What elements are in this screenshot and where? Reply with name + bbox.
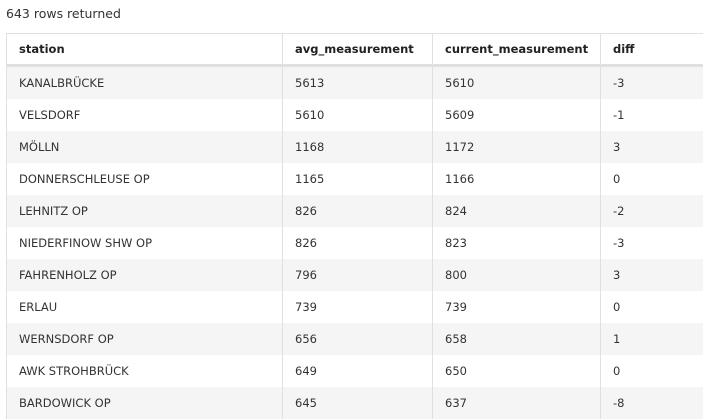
cell-station: MÖLLN (7, 131, 283, 163)
cell-station: NIEDERFINOW SHW OP (7, 227, 283, 259)
cell-station: DONNERSCHLEUSE OP (7, 163, 283, 195)
cell-avg-measurement: 826 (283, 227, 433, 259)
column-header-diff[interactable]: diff (601, 34, 703, 66)
cell-diff: 0 (601, 355, 703, 387)
cell-diff: -2 (601, 195, 703, 227)
cell-diff: -3 (601, 227, 703, 259)
cell-diff: 1 (601, 323, 703, 355)
cell-diff: 3 (601, 259, 703, 291)
cell-avg-measurement: 1168 (283, 131, 433, 163)
cell-station: BARDOWICK OP (7, 387, 283, 419)
cell-station: VELSDORF (7, 99, 283, 131)
cell-current-measurement: 823 (433, 227, 601, 259)
cell-current-measurement: 800 (433, 259, 601, 291)
cell-avg-measurement: 656 (283, 323, 433, 355)
row-count: 643 rows returned (6, 6, 121, 21)
cell-station: ERLAU (7, 291, 283, 323)
cell-current-measurement: 5610 (433, 66, 601, 100)
cell-current-measurement: 650 (433, 355, 601, 387)
cell-avg-measurement: 5610 (283, 99, 433, 131)
cell-avg-measurement: 796 (283, 259, 433, 291)
cell-avg-measurement: 645 (283, 387, 433, 419)
cell-station: AWK STROHBRÜCK (7, 355, 283, 387)
cell-station: WERNSDORF OP (7, 323, 283, 355)
cell-diff: -3 (601, 66, 703, 100)
cell-current-measurement: 824 (433, 195, 601, 227)
cell-diff: 3 (601, 131, 703, 163)
column-header-station[interactable]: station (7, 34, 283, 66)
cell-diff: 0 (601, 291, 703, 323)
cell-current-measurement: 739 (433, 291, 601, 323)
cell-diff: 0 (601, 163, 703, 195)
cell-current-measurement: 1166 (433, 163, 601, 195)
cell-avg-measurement: 739 (283, 291, 433, 323)
cell-avg-measurement: 1165 (283, 163, 433, 195)
cell-current-measurement: 1172 (433, 131, 601, 163)
cell-avg-measurement: 826 (283, 195, 433, 227)
cell-diff: -1 (601, 99, 703, 131)
column-header-current-measurement[interactable]: current_measurement (433, 34, 601, 66)
column-header-avg-measurement[interactable]: avg_measurement (283, 34, 433, 66)
cell-avg-measurement: 649 (283, 355, 433, 387)
cell-current-measurement: 637 (433, 387, 601, 419)
cell-current-measurement: 658 (433, 323, 601, 355)
cell-diff: -8 (601, 387, 703, 419)
cell-station: KANALBRÜCKE (7, 66, 283, 100)
cell-station: FAHRENHOLZ OP (7, 259, 283, 291)
cell-avg-measurement: 5613 (283, 66, 433, 100)
cell-station: LEHNITZ OP (7, 195, 283, 227)
cell-current-measurement: 5609 (433, 99, 601, 131)
